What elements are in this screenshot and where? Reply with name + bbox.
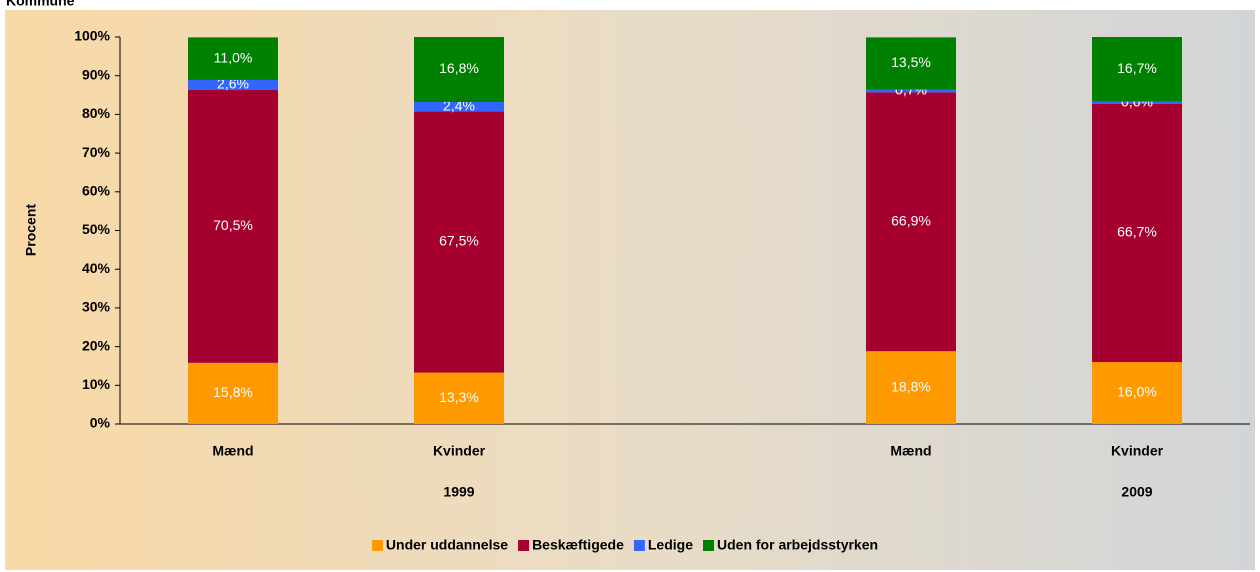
x-tick-label: Kvinder bbox=[1111, 443, 1164, 459]
y-tick-label: 40% bbox=[82, 260, 111, 276]
group-label: 2009 bbox=[1121, 484, 1152, 500]
value-label: 67,5% bbox=[439, 233, 479, 249]
value-label: 16,0% bbox=[1117, 384, 1157, 400]
group-label: 1999 bbox=[443, 484, 474, 500]
bar-segment bbox=[414, 37, 504, 103]
value-label: 11,0% bbox=[214, 49, 253, 65]
y-tick-label: 10% bbox=[82, 376, 111, 392]
value-label: 66,9% bbox=[891, 212, 931, 228]
bar-segment bbox=[1092, 37, 1182, 102]
y-tick-label: 20% bbox=[82, 337, 111, 353]
bar-segment bbox=[414, 102, 504, 112]
value-label: 70,5% bbox=[213, 217, 253, 233]
y-tick-label: 80% bbox=[82, 105, 111, 121]
y-tick-label: 70% bbox=[82, 144, 111, 160]
bar-segment bbox=[1092, 362, 1182, 424]
value-label: 66,7% bbox=[1117, 224, 1157, 240]
chart-title: Kommune bbox=[6, 0, 75, 9]
legend-label: Uden for arbejdsstyrken bbox=[717, 537, 878, 553]
bar-segment bbox=[866, 37, 956, 90]
x-tick-label: Kvinder bbox=[433, 443, 486, 459]
legend-label: Beskæftigede bbox=[532, 537, 624, 553]
y-tick-label: 100% bbox=[74, 28, 110, 44]
value-label: 16,7% bbox=[1117, 60, 1157, 76]
bar-segment bbox=[188, 79, 278, 91]
bar-segment bbox=[866, 92, 956, 352]
legend-label: Under uddannelse bbox=[386, 537, 508, 553]
bar-segment bbox=[1092, 101, 1182, 104]
bar-segment bbox=[188, 362, 278, 424]
y-axis-label: Procent bbox=[23, 204, 39, 256]
value-label: 16,8% bbox=[439, 60, 479, 76]
bar-segment bbox=[866, 89, 956, 93]
y-tick-label: 50% bbox=[82, 221, 111, 237]
bar-segment bbox=[1092, 103, 1182, 363]
bar-segment bbox=[414, 372, 504, 424]
y-tick-label: 0% bbox=[90, 415, 111, 431]
x-tick-label: Mænd bbox=[212, 443, 253, 459]
bar-segment bbox=[188, 90, 278, 363]
y-tick-label: 90% bbox=[82, 66, 111, 82]
legend-swatch bbox=[703, 540, 715, 551]
y-tick-label: 30% bbox=[82, 299, 111, 315]
y-tick-label: 60% bbox=[82, 183, 111, 199]
legend-label: Ledige bbox=[648, 537, 693, 553]
x-tick-label: Mænd bbox=[890, 443, 931, 459]
value-label: 13,5% bbox=[891, 54, 931, 70]
legend-swatch bbox=[371, 540, 383, 551]
value-label: 18,8% bbox=[891, 378, 931, 394]
bar-segment bbox=[414, 111, 504, 373]
value-label: 15,8% bbox=[213, 384, 253, 400]
bar-segment bbox=[866, 351, 956, 424]
legend-swatch bbox=[633, 540, 645, 551]
legend-swatch bbox=[518, 540, 530, 551]
value-label: 13,3% bbox=[439, 389, 479, 405]
bar-segment bbox=[188, 37, 278, 80]
